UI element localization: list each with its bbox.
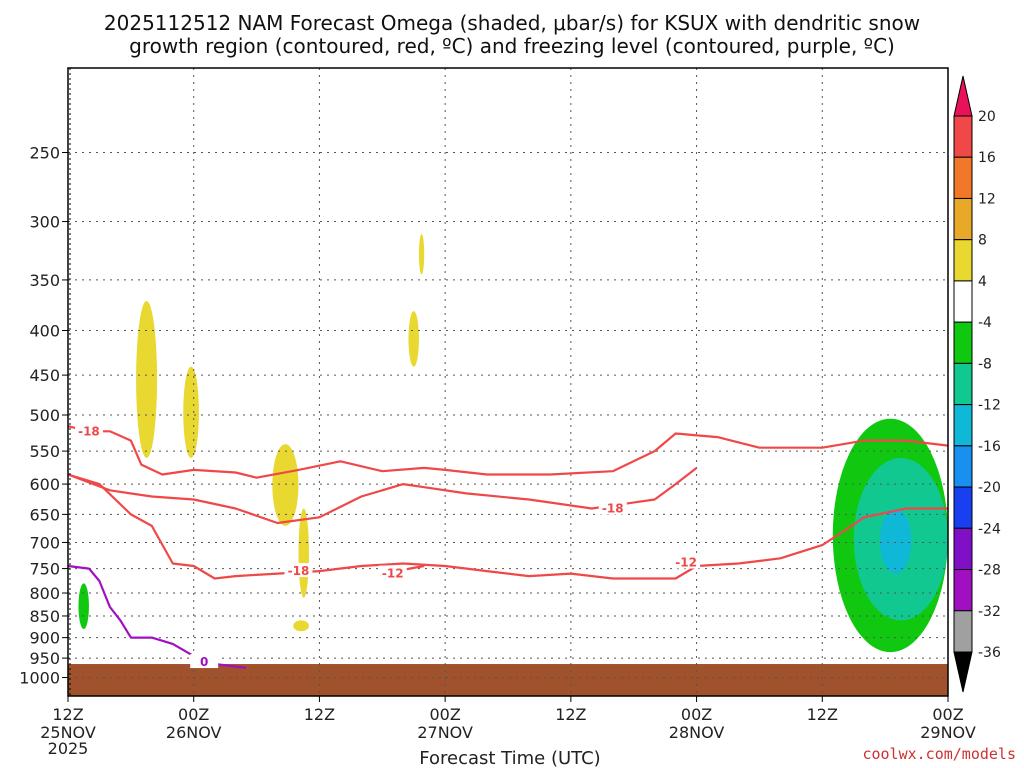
colorbar-swatch-8 (953, 404, 973, 447)
omega-region-rising-4 (418, 233, 425, 275)
colorbar-swatch-3 (953, 197, 973, 241)
omega-region-rising-5 (272, 444, 299, 526)
plot-frame (67, 67, 949, 697)
omega-region-sinking-8 (78, 583, 89, 630)
colorbar-bottom-arrow (953, 651, 973, 693)
colorbar-swatch-10 (953, 486, 973, 529)
y-tick-label-800: 800 (29, 584, 60, 603)
colorbar-label-5: 4 (978, 274, 987, 290)
y-tick-label-700: 700 (29, 533, 60, 552)
colorbar-swatch-13 (953, 610, 973, 653)
contour-label-dendritic-2: -18 (288, 564, 310, 578)
y-tick-label-950: 950 (29, 649, 60, 668)
y-tick-label-750: 750 (29, 560, 60, 579)
y-tick-label-300: 300 (29, 213, 60, 232)
contour-dendritic-2 (67, 473, 948, 580)
colorbar-label-2: 16 (978, 150, 996, 166)
y-tick-label-650: 650 (29, 505, 60, 524)
contour-label-freezing-6: 0 (200, 655, 208, 669)
contour-label-bg (598, 500, 627, 515)
credit-text: coolwx.com/models (862, 745, 1016, 763)
colorbar-label-7: -8 (978, 356, 992, 372)
colorbar-swatch-12 (953, 569, 973, 612)
colorbar-label-1: 20 (978, 109, 996, 125)
colorbar-legend: 20 16 12 8 4 -4 -8 -12 -16 -20 -24 -28 -32 -36 (953, 75, 1001, 693)
y-tick-label-1000: 1000 (19, 669, 60, 688)
omega-region-rising-3 (408, 311, 419, 367)
contour-label-bg (190, 654, 219, 669)
omega-region-rising-1 (136, 300, 158, 458)
contour-label-bg (672, 554, 701, 569)
x-tick-label-36: 00Z (429, 705, 460, 724)
omega-region-rising-6 (298, 508, 309, 598)
y-tick-label-500: 500 (29, 406, 60, 425)
colorbar-swatch-5 (953, 280, 973, 323)
colorbar-label-6: -4 (978, 315, 992, 331)
x-tick-date-0: 25NOV (40, 723, 96, 742)
x-tick-label-72: 12Z (807, 705, 838, 724)
colorbar-label-13: -32 (978, 604, 1001, 620)
plot-area (68, 68, 948, 696)
omega-region-rising-2 (183, 366, 199, 458)
terrain-fill (68, 664, 948, 696)
omega-region-sinking-11 (879, 508, 912, 574)
y-tick-label-600: 600 (29, 475, 60, 494)
colorbar-label-4: 8 (978, 233, 987, 249)
colorbar-swatch-1 (953, 115, 973, 158)
colorbar-swatch-11 (953, 527, 973, 571)
colorbar-label-10: -20 (978, 480, 1001, 496)
colorbar-label-14: -36 (978, 645, 1001, 661)
colorbar-label-12: -28 (978, 563, 1001, 579)
y-tick-label-550: 550 (29, 442, 60, 461)
contour-lines: -18 -18 -18 -12 -12 0 (67, 423, 949, 669)
y-tick-label-900: 900 (29, 629, 60, 648)
colorbar-label-9: -16 (978, 439, 1001, 455)
contour-label-dendritic-4: -12 (382, 567, 404, 581)
chart-title-line-2: growth region (contoured, red, ºC) and f… (129, 34, 895, 58)
contour-label-bg (378, 565, 407, 580)
colorbar-swatch-2 (953, 156, 973, 199)
chart-title-line-1: 2025112512 NAM Forecast Omega (shaded, μ… (104, 11, 920, 35)
colorbar-swatch-4 (953, 239, 973, 282)
contour-label-dendritic-1: -18 (78, 424, 100, 438)
colorbar-top-arrow (953, 75, 973, 117)
y-tick-label-400: 400 (29, 322, 60, 341)
omega-shaded-regions (78, 233, 949, 653)
colorbar-swatch-9 (953, 445, 973, 488)
y-tick-label-350: 350 (29, 271, 60, 290)
contour-label-bg (74, 423, 103, 438)
x-tick-label-48: 12Z (555, 705, 586, 724)
x-tick-label-60: 00Z (681, 705, 712, 724)
x-tick-year: 2025 (48, 739, 89, 758)
plot-border (67, 67, 949, 697)
contour-label-dendritic-5: -12 (675, 555, 697, 569)
contour-label-dendritic-3: -18 (602, 502, 624, 516)
terrain-surface (68, 664, 948, 696)
colorbar-label-3: 12 (978, 191, 996, 207)
colorbar-label-8: -12 (978, 398, 1001, 414)
x-tick-label-12: 00Z (178, 705, 209, 724)
plot-background (68, 68, 948, 696)
x-tick-date-36: 27NOV (417, 723, 473, 742)
y-axis-tick-labels: 250 300 350 400 450 500 550 600 650 700 750 800 850 9… (19, 144, 68, 688)
x-tick-date-84: 29NOV (920, 723, 976, 742)
x-tick-label-24: 12Z (304, 705, 335, 724)
x-tick-label-84: 00Z (932, 705, 963, 724)
colorbar-swatch-6 (953, 321, 973, 364)
y-tick-label-450: 450 (29, 366, 60, 385)
x-tick-date-12: 26NOV (166, 723, 222, 742)
x-axis-label: Forecast Time (UTC) (419, 748, 600, 768)
x-tick-label-0: 12Z (52, 705, 83, 724)
x-tick-date-60: 28NOV (669, 723, 725, 742)
colorbar-label-11: -24 (978, 521, 1001, 537)
contour-label-bg (284, 563, 313, 578)
omega-region-rising-7 (293, 620, 309, 632)
y-tick-label-850: 850 (29, 607, 60, 626)
colorbar-swatch-7 (953, 362, 973, 406)
y-tick-label-250: 250 (29, 144, 60, 163)
contour-dendritic-1 (67, 425, 949, 479)
